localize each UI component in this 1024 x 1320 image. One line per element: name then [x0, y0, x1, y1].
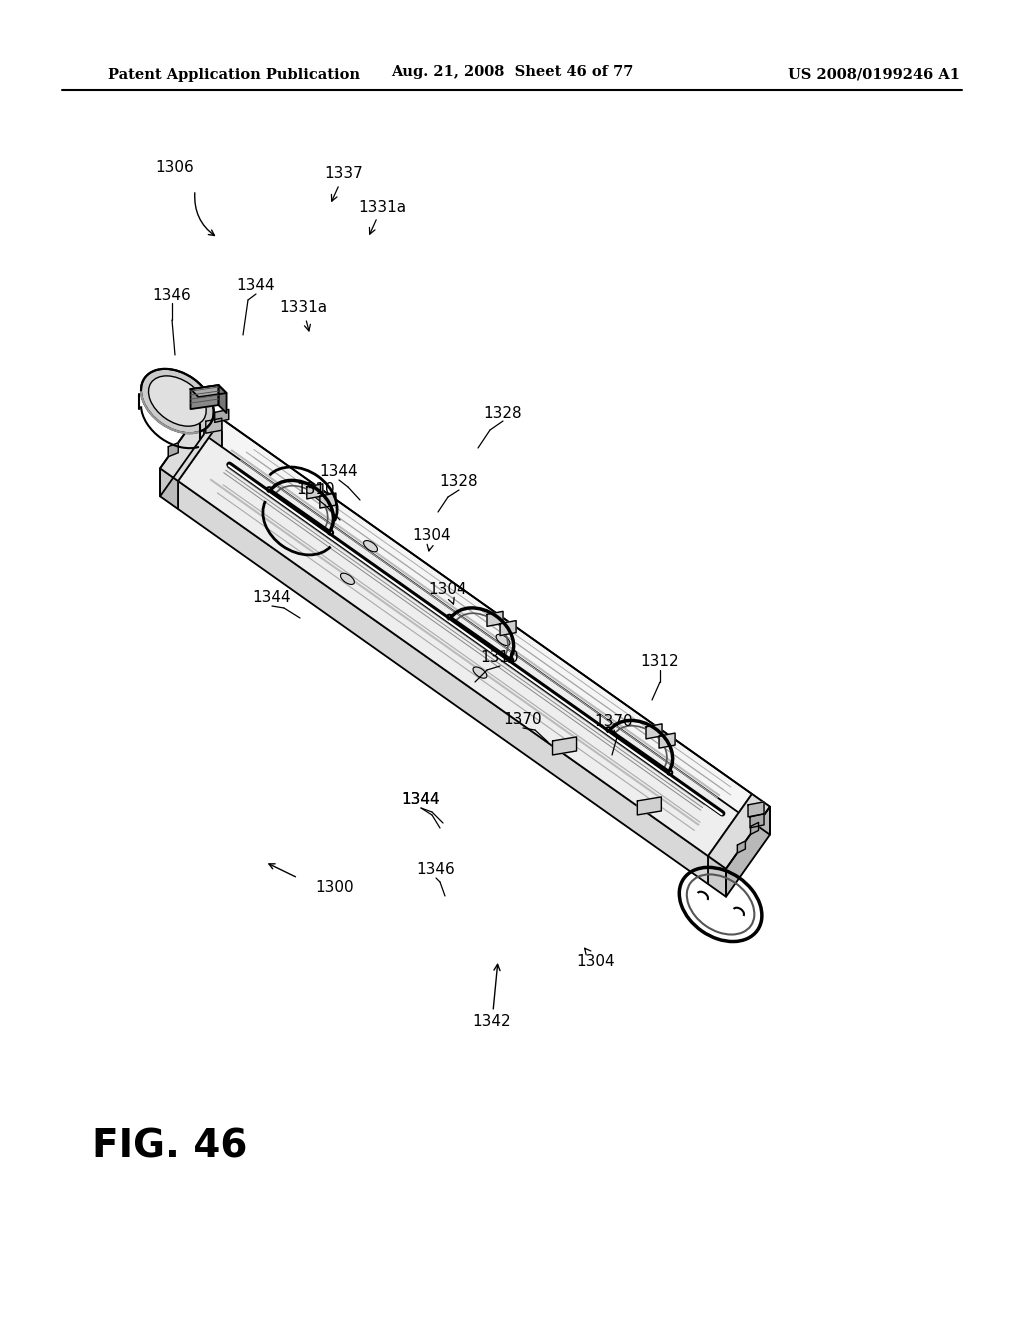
Polygon shape — [206, 418, 222, 433]
Text: 1331a: 1331a — [279, 301, 327, 331]
Polygon shape — [553, 737, 577, 755]
Text: 1300: 1300 — [315, 880, 354, 895]
Text: 1344: 1344 — [401, 792, 440, 808]
Text: 1328: 1328 — [483, 405, 522, 421]
Text: 1328: 1328 — [439, 474, 478, 490]
Polygon shape — [178, 418, 752, 857]
Polygon shape — [750, 814, 764, 828]
Text: Patent Application Publication: Patent Application Publication — [108, 69, 360, 82]
Polygon shape — [307, 484, 323, 499]
Text: 1331a: 1331a — [358, 199, 407, 234]
Text: 1344: 1344 — [401, 792, 440, 808]
Text: FIG. 46: FIG. 46 — [92, 1129, 248, 1166]
Text: Aug. 21, 2008  Sheet 46 of 77: Aug. 21, 2008 Sheet 46 of 77 — [391, 65, 633, 79]
Polygon shape — [752, 793, 770, 834]
Ellipse shape — [148, 376, 206, 426]
Polygon shape — [178, 480, 708, 884]
Polygon shape — [190, 385, 218, 409]
Polygon shape — [190, 385, 226, 397]
Text: 1304: 1304 — [413, 528, 452, 550]
Ellipse shape — [496, 635, 510, 645]
Polygon shape — [160, 407, 222, 480]
Polygon shape — [204, 407, 222, 447]
Polygon shape — [751, 822, 759, 834]
Polygon shape — [637, 797, 662, 814]
Polygon shape — [646, 723, 663, 739]
Polygon shape — [659, 733, 675, 748]
Polygon shape — [185, 418, 196, 432]
Text: 1346: 1346 — [417, 862, 456, 878]
Polygon shape — [487, 611, 503, 627]
Ellipse shape — [341, 573, 354, 585]
Polygon shape — [160, 469, 178, 510]
Text: 1344: 1344 — [237, 279, 275, 293]
Polygon shape — [319, 494, 336, 508]
Polygon shape — [160, 407, 204, 496]
Polygon shape — [218, 385, 226, 413]
Polygon shape — [168, 442, 178, 457]
Text: 1344: 1344 — [319, 465, 358, 479]
Text: 1312: 1312 — [641, 655, 679, 669]
Polygon shape — [708, 793, 770, 869]
Text: 1346: 1346 — [153, 288, 191, 302]
Text: 1337: 1337 — [325, 166, 364, 201]
Text: 1344: 1344 — [253, 590, 291, 606]
Polygon shape — [748, 801, 764, 817]
Ellipse shape — [364, 540, 378, 552]
Text: 1304: 1304 — [429, 582, 467, 605]
Polygon shape — [215, 409, 228, 422]
Ellipse shape — [141, 368, 214, 433]
Polygon shape — [726, 807, 770, 896]
Text: 1310: 1310 — [480, 651, 519, 665]
Polygon shape — [708, 857, 726, 896]
Ellipse shape — [473, 667, 486, 678]
Text: 1370: 1370 — [504, 713, 543, 727]
Polygon shape — [500, 620, 516, 636]
Text: 1342: 1342 — [473, 965, 511, 1030]
Text: 1310: 1310 — [297, 483, 335, 498]
Text: 1306: 1306 — [156, 161, 195, 176]
Polygon shape — [737, 841, 745, 853]
Text: 1370: 1370 — [595, 714, 633, 730]
Text: 1304: 1304 — [577, 948, 615, 969]
Text: US 2008/0199246 A1: US 2008/0199246 A1 — [788, 69, 961, 82]
Polygon shape — [222, 418, 752, 822]
